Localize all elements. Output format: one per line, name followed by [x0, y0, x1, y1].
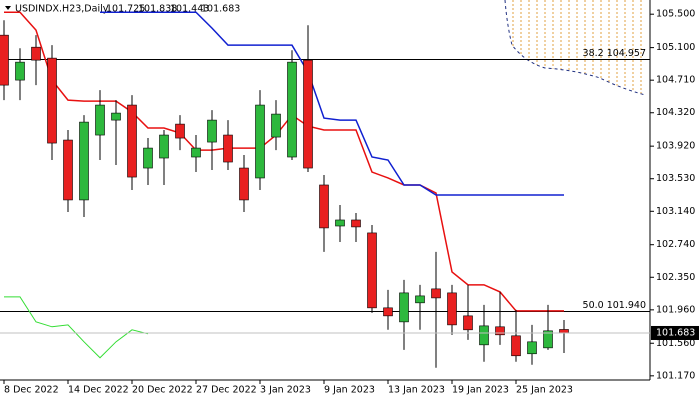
indicator-line — [100, 11, 564, 196]
header-symbol: USDINDX.H23,Daily — [15, 4, 109, 15]
y-tick-label: 105.100 — [656, 42, 695, 53]
x-tick-label: 27 Dec 2022 — [196, 385, 257, 396]
header-open: 101.725 — [106, 4, 145, 15]
x-tick-label: 19 Jan 2023 — [452, 385, 509, 396]
x-tick-label: 9 Jan 2023 — [324, 385, 375, 396]
candle-body — [15, 61, 25, 81]
y-tick-label: 105.500 — [656, 9, 695, 20]
candle-body — [287, 61, 297, 158]
candle-body — [95, 104, 105, 136]
header-low: 101.443 — [170, 4, 209, 15]
x-tick-label: 25 Jan 2023 — [516, 385, 573, 396]
candle-body — [559, 329, 569, 334]
x-tick-label: 8 Dec 2022 — [4, 385, 59, 396]
y-tick-label: 101.170 — [656, 370, 695, 381]
x-tick-label: 13 Jan 2023 — [388, 385, 445, 396]
y-tick-label: 102.350 — [656, 272, 695, 283]
candle-body — [159, 134, 169, 159]
candle-body — [271, 113, 281, 138]
header-arrow — [5, 6, 11, 10]
candle-body — [239, 167, 249, 201]
candle-body — [447, 292, 457, 326]
y-tick-label: 101.560 — [656, 338, 695, 349]
candle-body — [399, 292, 409, 323]
candle-body — [527, 341, 537, 355]
candle-body — [31, 46, 41, 61]
candle-body — [111, 112, 121, 121]
level-label: 50.0 101.940 — [583, 300, 646, 311]
header-close: 101.683 — [201, 4, 240, 15]
y-tick-label: 101.960 — [656, 304, 695, 315]
y-tick-label: 104.320 — [656, 107, 695, 118]
candle-body — [511, 335, 521, 357]
x-tick-label: 3 Jan 2023 — [260, 385, 311, 396]
indicator-line — [4, 11, 564, 312]
price-box-label: 101.683 — [656, 327, 695, 338]
candle-body — [127, 104, 137, 178]
y-tick-label: 103.530 — [656, 173, 695, 184]
price-box — [651, 325, 699, 340]
candle-body — [175, 123, 185, 139]
candle-body — [47, 57, 57, 144]
indicator-line — [4, 296, 149, 359]
x-tick-label: 20 Dec 2022 — [132, 385, 193, 396]
candle-body — [415, 295, 425, 304]
candle-body — [255, 104, 265, 179]
candle-body — [431, 288, 441, 299]
candle-body — [303, 59, 313, 169]
candle-body — [319, 184, 329, 229]
candle-body — [367, 232, 377, 309]
candle-body — [191, 147, 201, 158]
candle-body — [463, 315, 473, 331]
candle-body — [143, 147, 153, 169]
y-tick-label: 102.740 — [656, 239, 695, 250]
candle-body — [479, 325, 489, 346]
candle-body — [0, 34, 9, 86]
y-tick-label: 103.920 — [656, 141, 695, 152]
candle-body — [223, 134, 233, 163]
candle-body — [335, 219, 345, 227]
candle-body — [495, 326, 505, 336]
candle-body — [79, 121, 89, 201]
y-tick-label: 104.710 — [656, 75, 695, 86]
y-tick-label: 103.140 — [656, 206, 695, 217]
candle-body — [207, 119, 217, 143]
header-high: 101.838 — [138, 4, 177, 15]
x-tick-label: 14 Dec 2022 — [68, 385, 129, 396]
candle-body — [383, 307, 393, 317]
candle-body — [543, 330, 553, 349]
level-label: 38.2 104.957 — [583, 48, 646, 59]
cloud — [504, 0, 646, 96]
candle-body — [351, 219, 361, 228]
candle-body — [63, 139, 73, 201]
